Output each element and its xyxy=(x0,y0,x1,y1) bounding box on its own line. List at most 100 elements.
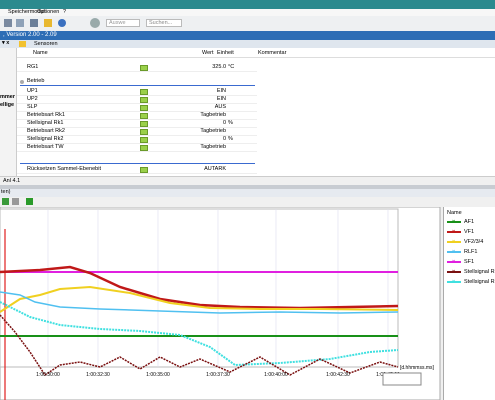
tool-icon[interactable] xyxy=(12,198,19,205)
row-line xyxy=(17,143,257,144)
legend-marker: × xyxy=(452,279,456,285)
status-bar: Anl 4.1 xyxy=(0,176,495,186)
tool-icon[interactable] xyxy=(44,19,52,27)
row-name: Stellsignal Rk1 xyxy=(27,120,64,126)
top-bar xyxy=(0,0,495,9)
combo-box[interactable]: Auswe xyxy=(106,19,140,27)
tool-icon[interactable] xyxy=(58,19,66,27)
legend-marker: × xyxy=(452,229,456,235)
legend-swatch xyxy=(447,251,461,253)
row-name: Stellsignal Rk2 xyxy=(27,136,64,142)
row-value: EIN xyxy=(216,96,226,102)
legend-label: Stellsignal Rk1 xyxy=(464,269,495,275)
legend-swatch xyxy=(447,241,461,243)
group-line xyxy=(20,163,255,164)
plot-line xyxy=(0,301,399,367)
row-value: AUS xyxy=(214,104,226,110)
legend-marker: × xyxy=(452,219,456,225)
toolbar: Auswe Suchen... xyxy=(0,16,495,31)
row-icon xyxy=(140,113,148,119)
row-icon xyxy=(140,97,148,103)
row-unit: °C xyxy=(228,64,235,70)
tool-icon[interactable] xyxy=(90,18,100,28)
chart-header: ten) xyxy=(0,189,495,197)
row-line xyxy=(17,135,257,136)
tool-icon[interactable] xyxy=(16,19,24,27)
legend-label: RLF1 xyxy=(464,249,478,255)
row-unit: % xyxy=(228,120,233,126)
x-tick-label: 1:00:30:00 xyxy=(36,372,60,378)
menu-item[interactable]: Optionen xyxy=(37,9,60,15)
menu-item[interactable]: ? xyxy=(63,9,67,15)
header-line xyxy=(17,57,495,58)
legend-header: Name xyxy=(447,210,462,216)
row-value: Tagbetrieb xyxy=(200,128,226,134)
column-header: Kommentar xyxy=(258,50,287,56)
status-text: Anl 4.1 xyxy=(3,178,21,184)
splitter xyxy=(0,185,495,189)
x-tick-label: 1:00:37:30 xyxy=(206,372,230,378)
row-line xyxy=(17,103,257,104)
menu-item[interactable]: Speichermodul xyxy=(8,9,45,15)
legend-label: AF1 xyxy=(464,219,475,225)
plot-line xyxy=(0,265,399,310)
row-icon xyxy=(140,65,148,71)
row-icon xyxy=(140,89,148,95)
row-unit: % xyxy=(228,136,233,142)
panel-text: mmer xyxy=(0,94,15,100)
search-box[interactable]: Suchen... xyxy=(146,19,182,27)
column-header: Name xyxy=(33,50,48,56)
legend-marker: × xyxy=(452,259,456,265)
row-value: 0 xyxy=(222,120,226,126)
chart-area: 1:00:30:00 1:00:32:30 1:00:35:00 1:00:37:30… xyxy=(0,207,441,400)
legend-swatch xyxy=(447,261,461,263)
tool-icon[interactable] xyxy=(2,198,9,205)
row-name: SLP xyxy=(27,104,38,110)
tooltip xyxy=(382,372,422,386)
x-tick-label: 1:00:40:00 xyxy=(264,372,288,378)
row-value: Tagbetrieb xyxy=(200,112,226,118)
row-name: Betriebsart Rk2 xyxy=(27,128,65,134)
row-line xyxy=(17,151,257,152)
row-value: 0 xyxy=(222,136,226,142)
chart-header-text: ten) xyxy=(1,189,11,195)
menu-bar: Speichermodul Optionen ? xyxy=(0,9,495,16)
legend-label: Stellsignal Rk2 xyxy=(464,279,495,285)
sensor-table: Name Wert Einheit Kommentar RG1 325.0 °C Betrie… xyxy=(17,48,495,176)
column-header: Einheit xyxy=(217,50,234,56)
tab-row: ▾ x Sensoren xyxy=(0,40,495,48)
row-line xyxy=(17,71,257,72)
tool-icon[interactable] xyxy=(26,198,33,205)
row-icon xyxy=(140,145,148,151)
row-line xyxy=(17,111,257,112)
x-tick-label: 1:00:32:30 xyxy=(86,372,110,378)
column-header: Wert xyxy=(202,50,214,56)
row-icon xyxy=(140,121,148,127)
group-label: Betrieb xyxy=(27,78,45,84)
close-icon[interactable]: ▾ x xyxy=(2,40,10,46)
tool-icon[interactable] xyxy=(30,19,38,27)
plot-line xyxy=(0,285,399,313)
row-name: RG1 xyxy=(27,64,39,70)
legend-label: VF1 xyxy=(464,229,475,235)
row-icon xyxy=(140,167,148,173)
legend-swatch xyxy=(447,271,461,273)
plot-line xyxy=(0,314,399,377)
row-name: UP2 xyxy=(27,96,38,102)
x-unit: [d.hhmmss.ms] xyxy=(400,365,435,371)
chart-toolbar xyxy=(0,197,495,207)
plot-line xyxy=(0,291,399,314)
tab[interactable]: Sensoren xyxy=(34,41,58,47)
row-line xyxy=(17,173,257,174)
x-tick-label: 1:00:42:30 xyxy=(326,372,350,378)
row-value: 325.0 xyxy=(212,64,226,70)
tool-icon[interactable] xyxy=(4,19,12,27)
panel-text: ellige xyxy=(0,102,15,108)
legend-marker: × xyxy=(452,269,456,275)
legend-swatch xyxy=(447,231,461,233)
legend-panel: Name × AF1 × VF1 × VF2/3/4 × RLF1 × SF1 × Stellsign… xyxy=(443,207,495,400)
window-title: , Version 2.00 - 2.09 xyxy=(0,31,495,40)
row-line xyxy=(17,95,257,96)
x-tick-label: 1:00:35:00 xyxy=(146,372,170,378)
